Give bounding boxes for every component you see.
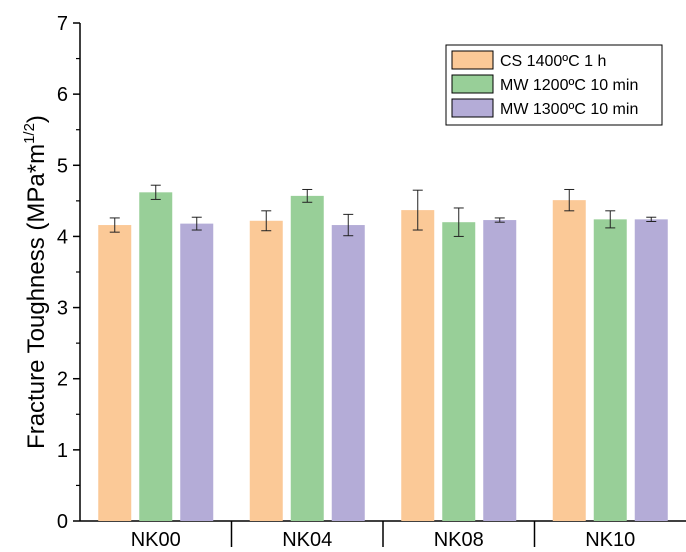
y-tick-label: 5 xyxy=(57,155,68,177)
bar xyxy=(552,200,586,521)
bar xyxy=(139,192,173,521)
bar xyxy=(442,222,476,521)
y-tick-label: 4 xyxy=(57,226,68,248)
category-label: NK00 xyxy=(131,529,181,547)
y-tick-label: 7 xyxy=(57,13,68,35)
legend-label: MW 1300ºC 10 min xyxy=(500,101,638,118)
y-ticks: 0 1 2 3 4 5 6 7 xyxy=(57,13,80,533)
bar xyxy=(634,219,668,521)
legend-label: CS 1400ºC 1 h xyxy=(500,53,606,70)
y-tick-label: 0 xyxy=(57,511,68,533)
legend: CS 1400ºC 1 h MW 1200ºC 10 min MW 1300ºC 1… xyxy=(445,44,663,126)
category-label: NK10 xyxy=(585,529,635,547)
legend-label: MW 1200ºC 10 min xyxy=(500,77,638,94)
bar xyxy=(290,195,324,521)
bar xyxy=(98,225,132,521)
legend-swatch xyxy=(451,50,494,70)
y-axis-title: Fracture Toughness (MPa*m1/2) xyxy=(21,115,50,449)
category-separators xyxy=(230,521,536,547)
bar xyxy=(483,220,517,521)
category-label: NK08 xyxy=(434,529,484,547)
bar xyxy=(593,219,627,521)
category-label: NK04 xyxy=(282,529,332,547)
legend-swatch xyxy=(451,98,494,118)
y-tick-label: 3 xyxy=(57,298,68,320)
y-tick-label: 6 xyxy=(57,84,68,106)
bars-layer xyxy=(98,184,668,521)
legend-swatch xyxy=(451,74,494,94)
bar xyxy=(180,223,214,521)
bar xyxy=(249,220,283,521)
category-labels: NK00 NK04 NK08 NK10 xyxy=(131,529,636,551)
bar xyxy=(401,210,435,521)
y-tick-label: 1 xyxy=(57,440,68,462)
bar xyxy=(331,225,365,521)
y-tick-label: 2 xyxy=(57,369,68,391)
